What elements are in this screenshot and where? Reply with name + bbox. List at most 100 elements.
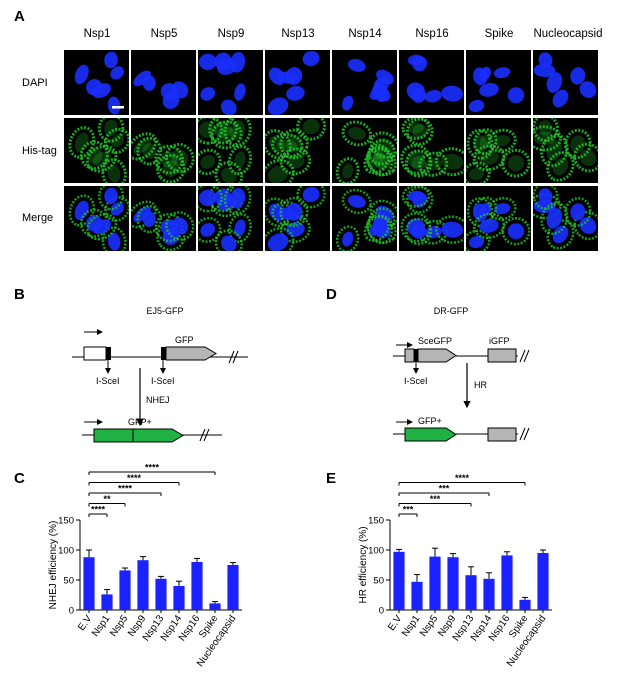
dr-break-1 (519, 349, 526, 363)
ej5-isce1-site-right (161, 347, 166, 360)
micrograph-merge-nsp9 (198, 186, 263, 251)
reporter-diagrams: EJ5-GFP GFP I-SceI I-SceI NHEJ GFP+ DR-G… (72, 306, 530, 443)
col-head-nsp13: Nsp13 (281, 28, 315, 40)
hr-bar-7 (519, 599, 531, 610)
micrograph-histag-nsp1 (64, 118, 129, 183)
col-head-nucleocapsid: Nucleocapsid (533, 28, 603, 40)
micrograph-merge-nsp5 (131, 186, 196, 251)
hr-bar-1 (411, 581, 423, 610)
gfp-plus-label-b: GFP+ (128, 417, 152, 427)
micrograph-histag-spike (466, 118, 531, 183)
col-head-nsp5: Nsp5 (150, 28, 178, 40)
row-label-merge: Merge (22, 212, 54, 224)
nhej-bar-3 (137, 560, 149, 610)
dr-break-3 (519, 427, 526, 441)
micrograph-dapi-nucleocapsid (533, 50, 598, 115)
nhej-bar-7 (209, 603, 221, 610)
dr-break-4 (523, 427, 530, 441)
panel-letter-a: A (14, 8, 25, 25)
micrograph-dapi-spike (466, 50, 531, 115)
nhej-ytick-label-3: 150 (58, 516, 74, 527)
panel-letter-d: D (326, 286, 337, 303)
ej5-break-1 (228, 350, 235, 364)
hr-bar-2 (429, 556, 441, 610)
col-head-nsp16: Nsp16 (415, 28, 449, 40)
hr-bar-4 (465, 575, 477, 610)
nhej-ylabel: NHEJ efficiency (%) (48, 521, 59, 610)
micrograph-histag-nsp13 (265, 118, 330, 183)
micrograph-histag-nucleocapsid (533, 118, 598, 183)
hr-xlabel-1: Nsp1 (400, 613, 423, 639)
micrograph-dapi-nsp5 (131, 50, 196, 115)
nhej-bar-2 (119, 570, 131, 610)
col-head-nsp14: Nsp14 (348, 28, 382, 40)
row-label-dapi: DAPI (22, 77, 48, 89)
nhej-sig-label-4: **** (145, 463, 160, 473)
microscopy-image-grid (64, 50, 598, 252)
hr-sig-label-3: **** (455, 473, 470, 483)
hr-bar-0 (393, 551, 405, 610)
nhej-label: NHEJ (146, 395, 170, 405)
micrograph-merge-nsp14 (332, 186, 397, 251)
micrograph-merge-nucleocapsid (533, 186, 598, 251)
hr-bar-6 (501, 555, 513, 610)
panel-letter-b: B (14, 286, 25, 303)
col-head-nsp9: Nsp9 (217, 28, 245, 40)
nhej-ytick-label-1: 50 (63, 576, 74, 587)
micrograph-histag-nsp16 (399, 118, 464, 183)
ej5-break-3 (199, 428, 206, 442)
scegfp-box-right (417, 348, 457, 363)
micrograph-dapi-nsp16 (399, 50, 464, 115)
ej5-gfp-label: GFP (175, 335, 194, 345)
micrograph-merge-nsp13 (265, 186, 330, 251)
micrograph-dapi-nsp9 (198, 50, 263, 115)
igfp-box (487, 348, 517, 363)
hr-bar-5 (483, 578, 495, 610)
dr-isce1-label: I-SceI (404, 376, 428, 386)
hr-xlabel-2: Nsp5 (418, 613, 441, 639)
nhej-bar-8 (227, 565, 239, 610)
igfp-label: iGFP (489, 336, 510, 346)
hr-label: HR (474, 380, 487, 390)
nhej-sig-label-2: **** (118, 484, 133, 494)
gfp-plus-box-d (404, 427, 457, 442)
row-label-histag: His-tag (22, 145, 57, 157)
hr-ylabel: HR efficiency (%) (358, 526, 369, 603)
hr-ytick-label-0: 0 (379, 606, 384, 617)
ej5-title: EJ5-GFP (146, 306, 183, 316)
hr-sig-label-0: *** (403, 505, 414, 515)
hr-bar-3 (447, 557, 459, 610)
micrograph-dapi-nsp14 (332, 50, 397, 115)
scegfp-label: SceGFP (418, 336, 452, 346)
hr-ytick-label-1: 50 (373, 576, 384, 587)
dr-isce1-site (414, 349, 418, 362)
dr-break-2 (523, 349, 530, 363)
micrograph-histag-nsp14 (332, 118, 397, 183)
ej5-break-4 (203, 428, 210, 442)
ej5-isce1-site-left (106, 347, 111, 360)
panel-letter-c: C (14, 470, 25, 487)
micrograph-histag-nsp5 (131, 118, 196, 183)
igfp-box-product (487, 427, 517, 442)
ej5-gfp-box (165, 346, 217, 361)
nhej-ytick-label-0: 0 (69, 606, 74, 617)
micrograph-merge-nsp1 (64, 186, 129, 251)
drgfp-title: DR-GFP (434, 306, 469, 316)
hr-bar-8 (537, 553, 549, 610)
nhej-bar-1 (101, 594, 113, 610)
nhej-ytick-label-2: 100 (58, 546, 74, 557)
nhej-xlabel-1: Nsp1 (90, 613, 113, 639)
hr-sig-label-1: *** (430, 494, 441, 504)
micrograph-histag-nsp9 (198, 118, 263, 183)
nhej-bar-5 (173, 586, 185, 610)
hr-sig-label-2: *** (439, 484, 450, 494)
micrograph-dapi-nsp1 (64, 50, 129, 115)
col-head-spike: Spike (484, 28, 514, 40)
ej5-isce1-right: I-SceI (151, 376, 175, 386)
ej5-break-2 (232, 350, 239, 364)
nhej-bar-6 (191, 562, 203, 610)
hr-ytick-label-3: 150 (368, 516, 384, 527)
nhej-sig-label-1: ** (103, 494, 111, 504)
col-head-nsp1: Nsp1 (83, 28, 111, 40)
